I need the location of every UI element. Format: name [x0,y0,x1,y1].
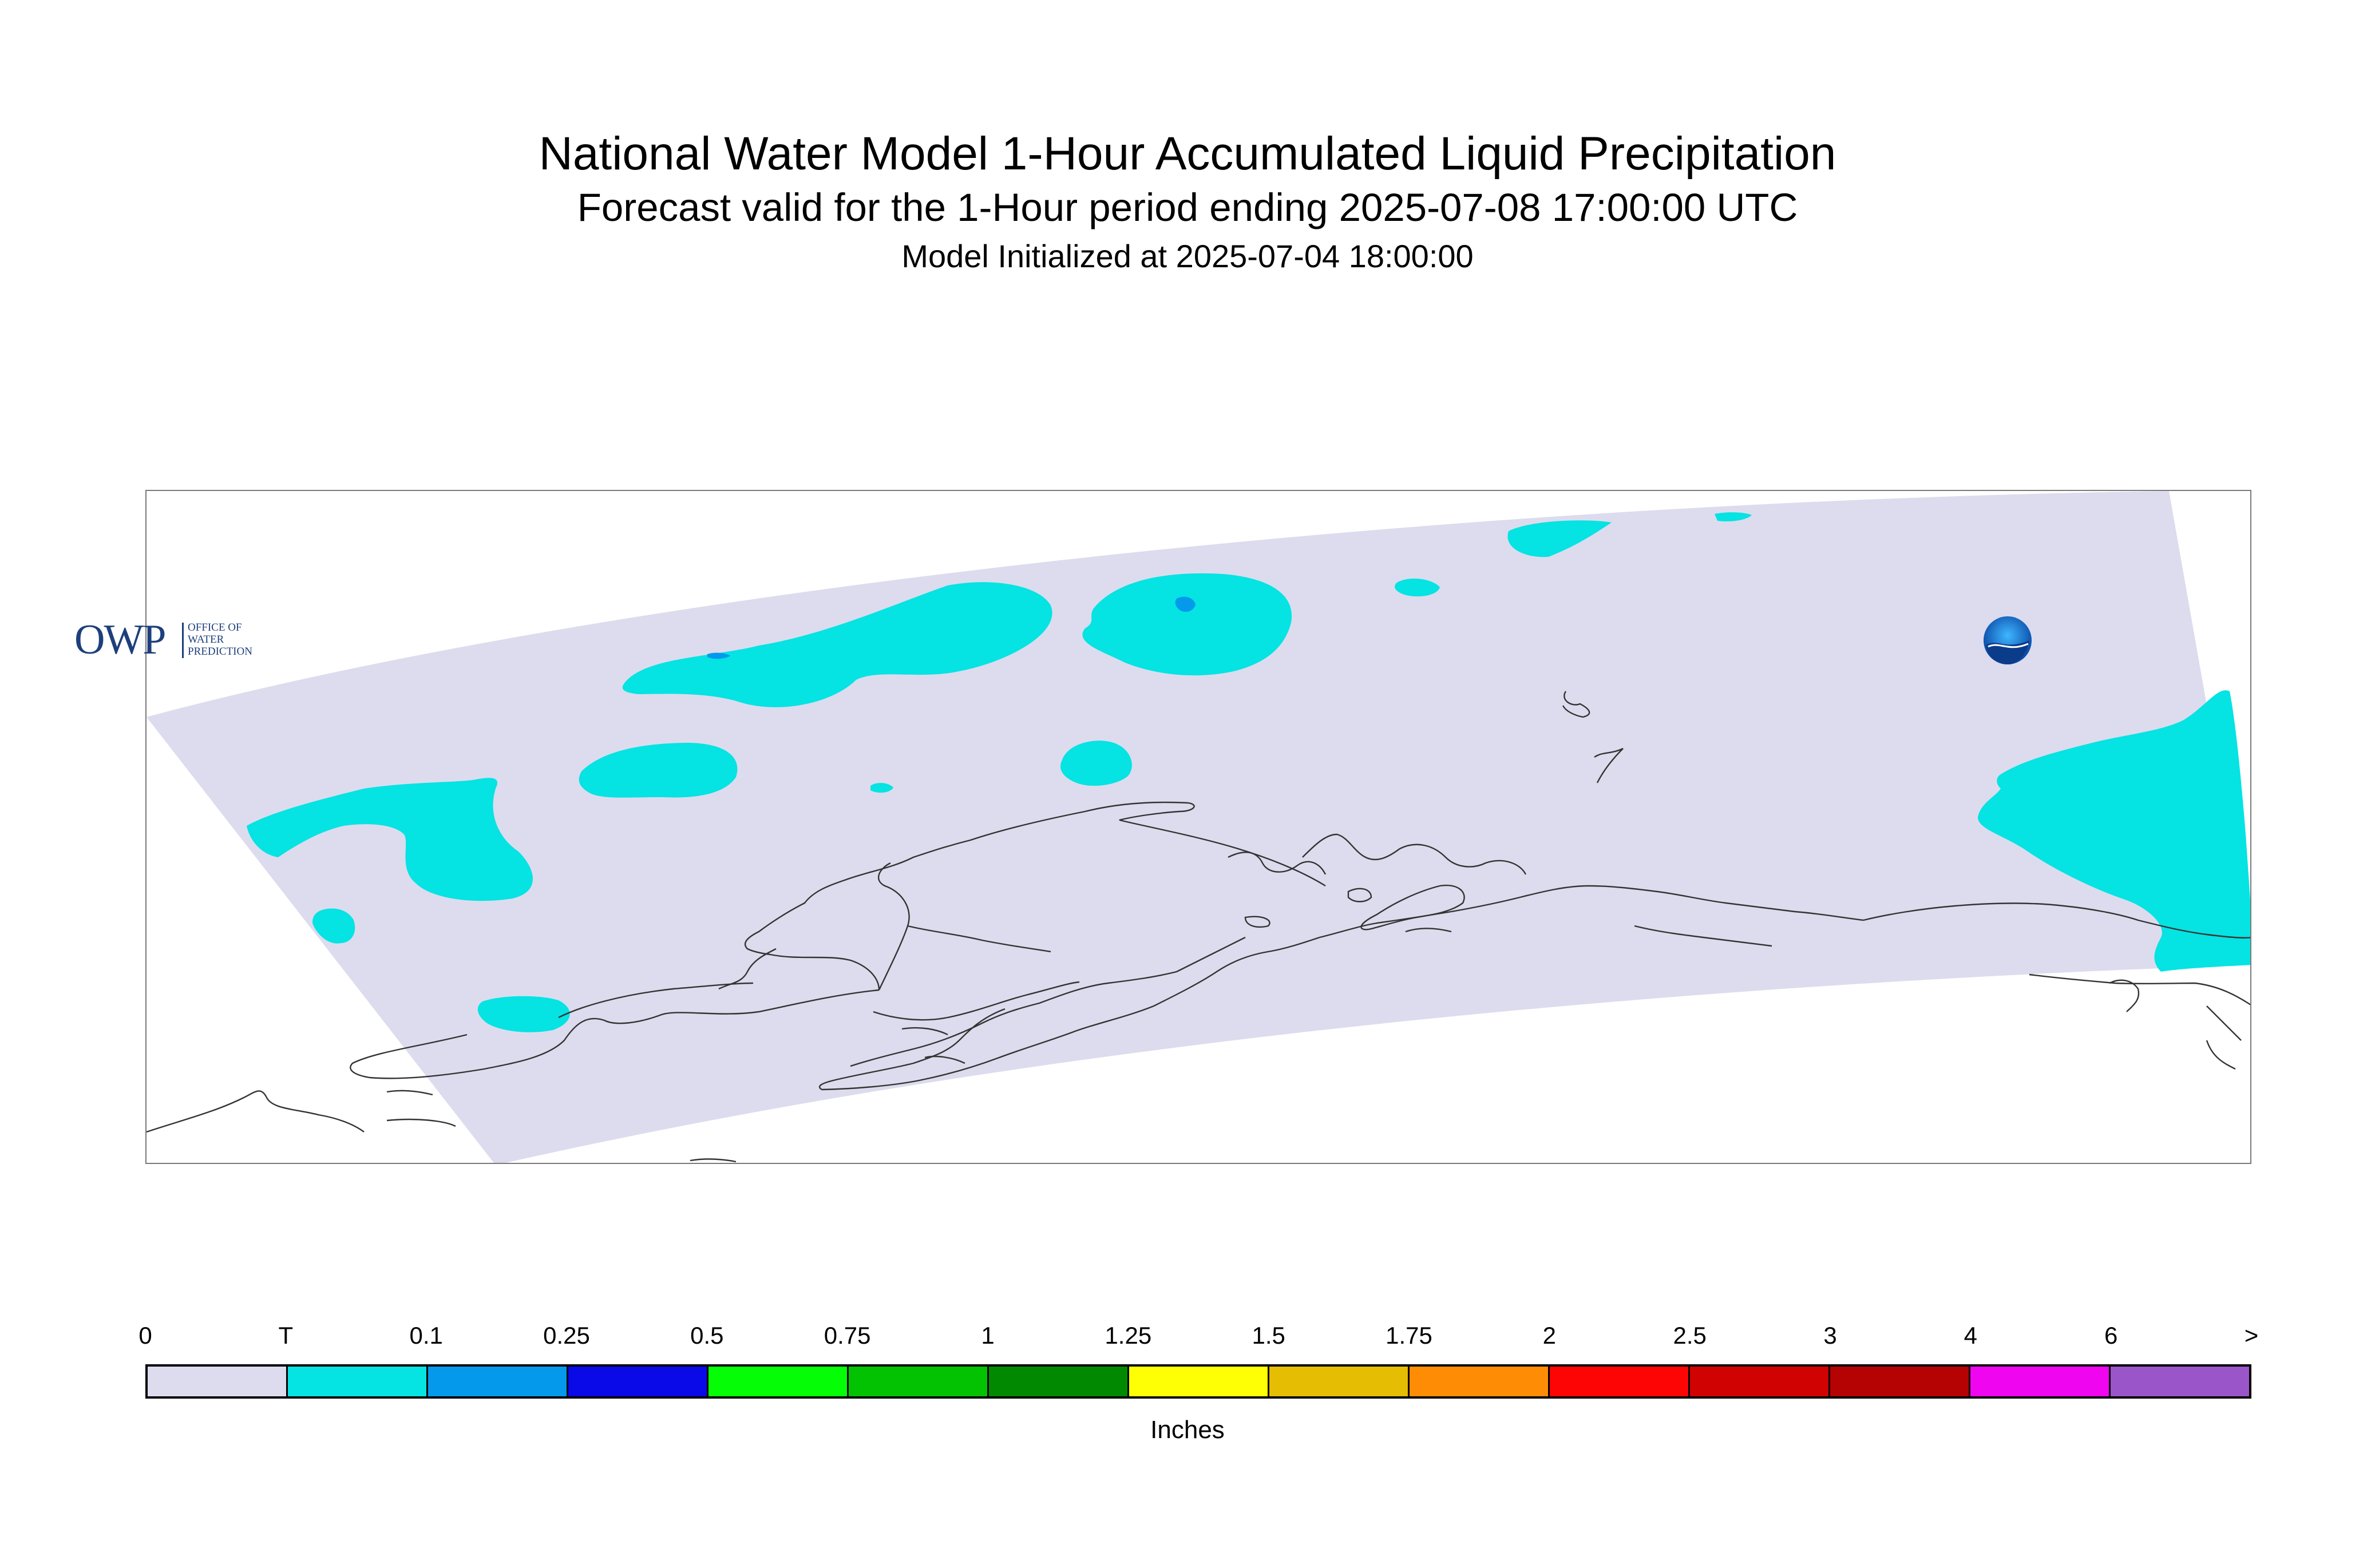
color-scale-bar [145,1364,2251,1399]
coastline [147,691,2250,1163]
precip-area [707,652,730,659]
model-domain-area [147,491,2250,1163]
color-scale-swatch [1129,1367,1269,1396]
precip-area [477,996,570,1032]
map-canvas [147,491,2250,1163]
color-scale-tick-label: 1.5 [1252,1322,1285,1349]
precip-area [1175,596,1196,612]
precip-area [1715,512,1752,522]
owp-logo-wordmark: OWP [74,616,166,663]
color-scale-tick-label: 0.1 [409,1322,443,1349]
color-scale-swatch [1550,1367,1690,1396]
color-scale-swatch [989,1367,1129,1396]
color-scale-tick-label: 0.25 [543,1322,590,1349]
noaa-logo [1982,615,2033,666]
color-scale-swatch [1970,1367,2111,1396]
color-scale-swatch [1690,1367,1830,1396]
precip-area [579,743,738,798]
color-scale-tick-label: T [278,1322,294,1349]
color-scale-swatch [1830,1367,1970,1396]
precip-area [1082,573,1292,676]
color-scale-tick-label: 0.5 [690,1322,724,1349]
color-scale-tick-label: > [2244,1322,2259,1349]
color-scale-swatch [568,1367,708,1396]
owp-logo-line: OFFICE OF [188,621,242,633]
owp-logo-line: WATER [188,633,224,646]
precip-area [870,783,893,793]
color-scale-swatch [148,1367,288,1396]
noaa-logo-emblem [1984,616,2032,664]
owp-logo: OWP OFFICE OF WATER PREDICTION [74,617,292,663]
color-scale-swatch [849,1367,989,1396]
trace-precip-areas [247,512,2250,1032]
precip-area [622,582,1052,707]
color-scale-tick-label: 1.25 [1105,1322,1152,1349]
color-scale-tick-label: 1 [981,1322,995,1349]
color-scale-tick-label: 1.75 [1386,1322,1432,1349]
color-scale-swatch [428,1367,568,1396]
precip-area [1507,520,1612,557]
color-scale-tick-label: 6 [2104,1322,2118,1349]
model-init-line: Model Initialized at 2025-07-04 18:00:00 [901,238,1474,274]
color-scale-swatch [1269,1367,1410,1396]
color-scale-swatch [2111,1367,2249,1396]
forecast-valid-subtitle: Forecast valid for the 1-Hour period end… [577,185,1798,229]
precip-area [247,778,533,901]
precip-area [1395,579,1440,597]
owp-logo-text: OFFICE OF WATER PREDICTION [188,621,296,658]
color-scale-tick-label: 2 [1542,1322,1557,1349]
color-scale-swatch [1410,1367,1550,1396]
precip-area [1060,741,1132,786]
precip-area [312,908,355,944]
color-scale-swatch [288,1367,428,1396]
color-scale-tick-label: 3 [1823,1322,1837,1349]
precip-area [1978,690,2250,972]
light-precip-areas [707,596,1196,659]
color-scale-units: Inches [1150,1416,1225,1444]
precipitation-map [145,490,2251,1164]
color-scale-tick-label: 0 [138,1322,152,1349]
color-scale-tick-label: 0.75 [824,1322,871,1349]
color-scale-tick-label: 4 [1964,1322,1978,1349]
owp-logo-divider [182,623,184,658]
map-title: National Water Model 1-Hour Accumulated … [539,128,1836,180]
owp-logo-line: PREDICTION [188,646,252,658]
color-scale-tick-label: 2.5 [1673,1322,1707,1349]
color-scale-swatch [708,1367,849,1396]
